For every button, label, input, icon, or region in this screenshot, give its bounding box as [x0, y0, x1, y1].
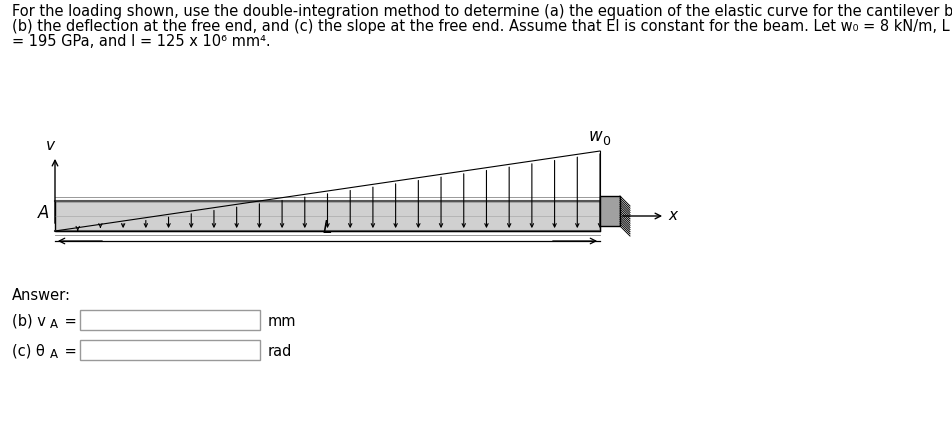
Text: =: = [60, 314, 77, 329]
Text: A: A [50, 318, 58, 331]
Text: (b) v: (b) v [12, 314, 46, 329]
Text: mm: mm [268, 314, 296, 329]
Bar [80, 310, 260, 330]
Text: For the loading shown, use the double-integration method to determine (a) the eq: For the loading shown, use the double-in… [12, 4, 952, 19]
Bar [600, 196, 620, 226]
Text: B: B [602, 204, 613, 222]
Text: (c) θ: (c) θ [12, 344, 45, 359]
Text: Answer:: Answer: [12, 288, 71, 303]
Text: rad: rad [268, 344, 292, 359]
Text: v: v [46, 138, 54, 153]
Text: w: w [588, 127, 602, 145]
Bar [80, 340, 260, 360]
Text: x: x [668, 208, 677, 224]
Text: A: A [50, 348, 58, 361]
Text: A: A [38, 204, 49, 222]
Text: = 195 GPa, and I = 125 x 10⁶ mm⁴.: = 195 GPa, and I = 125 x 10⁶ mm⁴. [12, 34, 270, 49]
Text: (b) the deflection at the free end, and (c) the slope at the free end. Assume th: (b) the deflection at the free end, and … [12, 19, 952, 34]
Text: =: = [60, 344, 77, 359]
Text: L: L [323, 219, 332, 237]
Bar [55, 201, 600, 231]
Text: 0: 0 [602, 135, 610, 148]
